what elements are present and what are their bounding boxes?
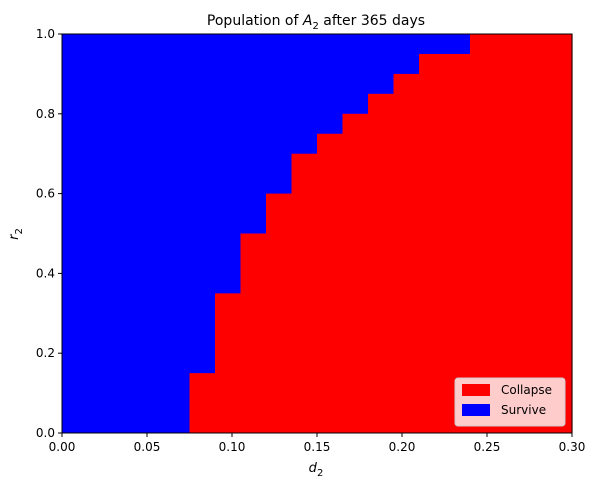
x-tick-label: 0.20 xyxy=(389,440,416,454)
collapse-cell-1 xyxy=(215,293,242,433)
x-tick-label: 0.15 xyxy=(304,440,331,454)
collapse-cell-9 xyxy=(419,53,471,433)
legend-label-collapse: Collapse xyxy=(501,383,552,397)
x-axis-label: d2 xyxy=(309,461,324,479)
collapse-cell-8 xyxy=(393,73,420,434)
x-tick-label: 0.25 xyxy=(474,440,501,454)
x-tick-label: 0.00 xyxy=(49,440,76,454)
legend: Collapse Survive xyxy=(454,377,566,427)
chart-title: Population of A2 after 365 days xyxy=(207,13,425,32)
collapse-cell-6 xyxy=(342,113,369,434)
collapse-cell-0 xyxy=(189,373,216,433)
y-tick-label: 0.8 xyxy=(36,107,55,121)
legend-label-survive: Survive xyxy=(501,403,546,417)
y-tick-label: 0.4 xyxy=(36,266,55,280)
collapse-cell-3 xyxy=(266,193,293,433)
x-tick-label: 0.30 xyxy=(559,440,586,454)
collapse-cell-4 xyxy=(291,153,318,433)
collapse-cell-7 xyxy=(368,93,395,433)
collapse-cell-10 xyxy=(470,34,573,433)
y-axis-label: r2 xyxy=(7,228,25,240)
y-tick-label: 0.2 xyxy=(36,346,55,360)
legend-swatch-collapse xyxy=(462,384,490,396)
plot-area xyxy=(61,33,573,434)
x-tick-label: 0.05 xyxy=(134,440,161,454)
y-tick-label: 0.6 xyxy=(36,187,55,201)
legend-swatch-survive xyxy=(462,404,490,416)
collapse-cell-5 xyxy=(317,133,344,433)
y-tick-label: 1.0 xyxy=(36,27,55,41)
collapse-cell-2 xyxy=(240,233,267,433)
x-tick-label: 0.10 xyxy=(219,440,246,454)
y-tick-label: 0.0 xyxy=(36,426,55,440)
x-axis: 0.00 0.05 0.10 0.15 0.20 0.25 0.30 xyxy=(49,433,586,454)
y-axis: 0.0 0.2 0.4 0.6 0.8 1.0 xyxy=(36,27,62,440)
